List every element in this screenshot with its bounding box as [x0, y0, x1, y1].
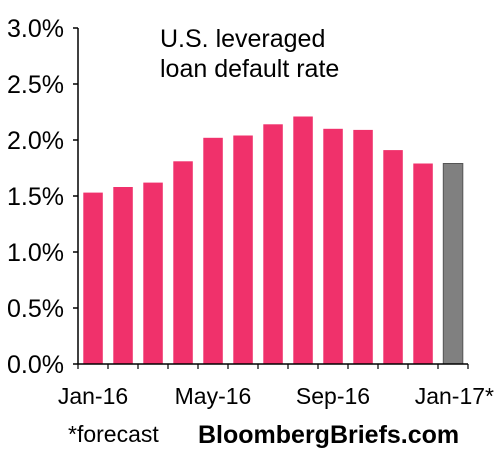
bar-Sep-16: [323, 128, 343, 364]
bar-Jun-16: [233, 135, 253, 364]
x-tick-label: Jan-17*: [415, 383, 494, 409]
y-tick-label: 3.0%: [7, 15, 64, 43]
bar-Jan-17*: [442, 163, 464, 365]
bar-Apr-16: [173, 161, 193, 364]
bar-Feb-16: [113, 187, 133, 364]
x-tick-label: Sep-16: [296, 383, 370, 409]
forecast-footnote: *forecast: [68, 421, 159, 447]
y-tick-label: 2.5%: [7, 71, 64, 99]
bar-Oct-16: [353, 129, 373, 364]
y-tick-label: 1.0%: [7, 239, 64, 267]
x-tick-labels: Jan-16 May-16 Sep-16 Jan-17*: [58, 364, 494, 409]
y-tick-label: 2.0%: [7, 127, 64, 155]
y-tick-labels: 0.0% 0.5% 1.0% 1.5% 2.0% 2.5% 3.0%: [7, 15, 78, 379]
bar-Dec-16: [413, 163, 433, 364]
x-tick-label: Jan-16: [58, 383, 128, 409]
bar-May-16: [203, 137, 223, 364]
y-tick-label: 1.5%: [7, 183, 64, 211]
bar-Jan-16: [83, 192, 103, 364]
bar-Nov-16: [383, 150, 403, 364]
bars-group: [83, 116, 464, 365]
chart-title-line-1: U.S. leveraged: [160, 25, 326, 53]
y-tick-label: 0.0%: [7, 351, 64, 379]
bar-Aug-16: [293, 116, 313, 364]
brand-logo-text: BloombergBriefs.com: [198, 421, 460, 449]
chart-title-line-2: loan default rate: [160, 55, 340, 83]
x-tick-label: May-16: [175, 383, 252, 409]
bar-Mar-16: [143, 182, 163, 364]
y-tick-label: 0.5%: [7, 295, 64, 323]
bar-Jul-16: [263, 124, 283, 364]
